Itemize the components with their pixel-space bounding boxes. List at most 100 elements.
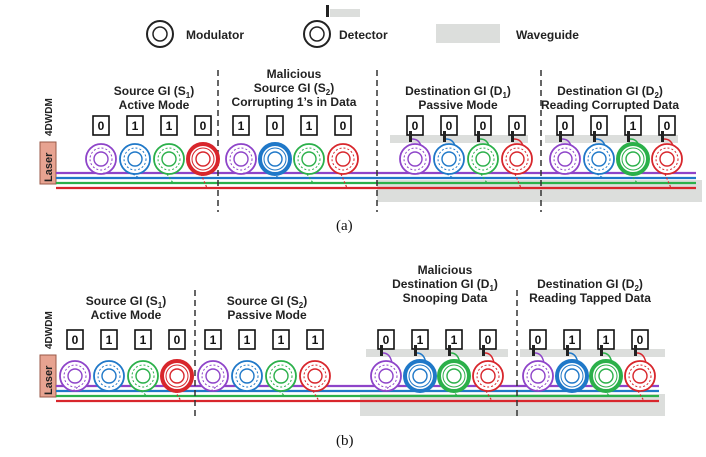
group-title-line: Destination GI (D1) (405, 84, 511, 100)
ring-inner-loop (157, 147, 181, 171)
laser-source (39, 141, 57, 185)
detector-marker (532, 345, 535, 356)
group-title-line: Reading Tapped Data (529, 291, 651, 305)
group-title-line: Source GI (S2) (227, 294, 307, 310)
bit-box (479, 329, 497, 350)
panel-a-caption: (a) (336, 218, 353, 234)
bit-value: 1 (140, 333, 147, 347)
ring-core (335, 151, 351, 167)
bit-value: 1 (569, 333, 576, 347)
ring-inner-loop (560, 364, 584, 388)
ring-coupler (312, 390, 320, 402)
bit-box (508, 115, 526, 136)
ring-inner-loop (476, 364, 500, 388)
ring-core (480, 368, 496, 384)
waveguide-legend-icon (436, 24, 500, 43)
ring-inner-loop (594, 364, 618, 388)
bit-value: 1 (630, 119, 637, 133)
ring-core (446, 368, 462, 384)
bit-value: 1 (306, 119, 313, 133)
detector-waveguide-bar (366, 349, 508, 357)
ring-coupler (412, 172, 420, 175)
group-title-line: Malicious (267, 67, 322, 81)
bit-value: 1 (106, 333, 113, 347)
ring-coupler (140, 390, 148, 397)
ring-core (67, 368, 83, 384)
bit-box (334, 115, 352, 136)
ring-inner-loop (408, 364, 432, 388)
ring-inner-loop (587, 147, 611, 171)
bit-box (92, 115, 110, 136)
ring-coupler (340, 173, 348, 189)
ring-inner-loop (269, 364, 293, 388)
detector-marker (443, 131, 446, 142)
ring-core (233, 151, 249, 167)
ring-coupler (451, 390, 459, 397)
ring-inner-loop (442, 364, 466, 388)
ring-core (407, 151, 423, 167)
ring-inner-loop (303, 364, 327, 388)
group-title-line: Source GI (S2) (254, 81, 334, 97)
detector-marker (627, 131, 630, 142)
ring-core (564, 368, 580, 384)
ring-core (530, 368, 546, 384)
ring-core (135, 368, 151, 384)
bit-value: 1 (166, 119, 173, 133)
bit-value: 1 (417, 333, 424, 347)
bit-value: 0 (514, 119, 521, 133)
bit-box (300, 115, 318, 136)
bit-box (232, 115, 250, 136)
bit-value: 0 (272, 119, 279, 133)
ring-coupler (72, 385, 80, 392)
ring-inner-loop (628, 364, 652, 388)
ring-inner-loop (471, 147, 495, 171)
bit-value: 1 (244, 333, 251, 347)
bit-box (377, 329, 395, 350)
ring-coupler (383, 385, 391, 392)
ring-inner-loop (553, 147, 577, 171)
bit-value: 0 (72, 333, 79, 347)
bit-box (168, 329, 186, 350)
bit-box (411, 329, 429, 350)
detector-waveguide-bar (390, 135, 528, 143)
ring-inner-loop (191, 147, 215, 171)
ring-coupler (664, 173, 672, 189)
ring-core (475, 151, 491, 167)
bit-box (134, 329, 152, 350)
ring-inner-loop (655, 147, 679, 171)
group-title-line: Source GI (S1) (114, 84, 194, 100)
ring-inner-loop (235, 364, 259, 388)
ring-inner-loop (131, 364, 155, 388)
ring-inner-loop (526, 364, 550, 388)
group-title-line: Malicious (418, 263, 473, 277)
ring-inner-loop (437, 147, 461, 171)
legend-detector-label: Detector (339, 28, 388, 42)
detector-marker (511, 131, 514, 142)
ring-coupler (98, 172, 106, 175)
bit-value: 1 (451, 333, 458, 347)
ring-inner-loop (123, 147, 147, 171)
ring-core (659, 151, 675, 167)
wdm-label: 4DWDM (44, 311, 55, 349)
bit-box (658, 115, 676, 136)
bit-box (272, 329, 290, 350)
group-title-line: Reading Corrupted Data (541, 98, 679, 112)
panel-b-caption: (b) (336, 433, 354, 449)
ring-inner-loop (201, 364, 225, 388)
bit-box (100, 329, 118, 350)
ring-core (557, 151, 573, 167)
ring-core (161, 151, 177, 167)
ring-coupler (238, 172, 246, 175)
bit-box (563, 329, 581, 350)
ring-coupler (562, 172, 570, 175)
waveguide-strip (377, 180, 702, 202)
wdm-label: 4DWDM (44, 98, 55, 136)
ring-coupler (166, 173, 174, 184)
bit-box (266, 115, 284, 136)
bit-value: 0 (485, 333, 492, 347)
group-title-line: Active Mode (119, 98, 190, 112)
ring-core (273, 368, 289, 384)
bit-value: 1 (238, 119, 245, 133)
bit-box (440, 115, 458, 136)
